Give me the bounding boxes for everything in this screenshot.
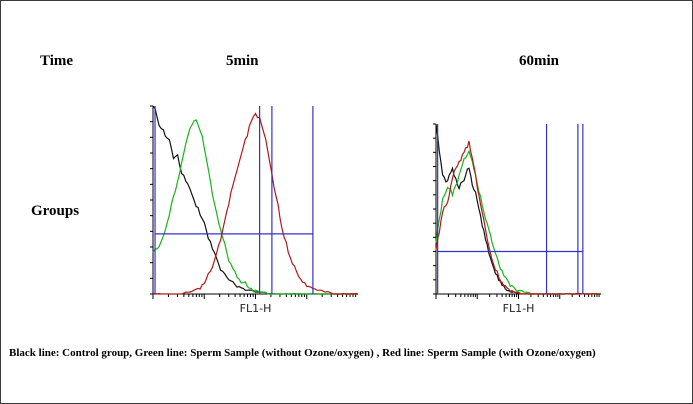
series-green-line — [152, 119, 358, 295]
column-label-60min: 60min — [519, 53, 560, 69]
histogram-5min: FL1-H — [150, 105, 359, 315]
x-axis-label: FL1-H — [503, 302, 535, 315]
x-axis-label: FL1-H — [240, 302, 272, 315]
row-label-time: Time — [40, 53, 74, 69]
series-red-line — [152, 112, 358, 295]
histogram-60min: FL1-H — [433, 123, 602, 315]
row-label-groups: Groups — [31, 203, 80, 219]
series-red-line — [435, 140, 601, 295]
legend-caption: Black line: Control group, Green line: S… — [9, 347, 596, 359]
column-label-5min: 5min — [226, 53, 259, 69]
series-green-line — [435, 149, 602, 295]
series-black-line — [152, 105, 359, 295]
series-black-line — [435, 123, 601, 295]
